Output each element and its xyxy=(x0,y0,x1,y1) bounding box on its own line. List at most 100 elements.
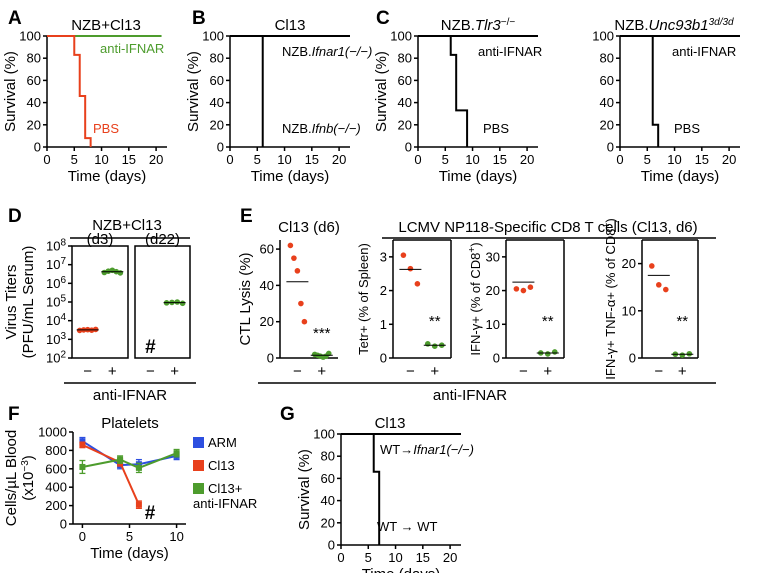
panel-c1-ytick-label: 60 xyxy=(398,73,412,88)
panel-c1-label-pbs: PBS xyxy=(483,121,509,136)
panel-c2-ytick-label: 80 xyxy=(600,51,614,66)
panel-f-point xyxy=(135,464,142,471)
panel-letter-g: G xyxy=(280,404,295,425)
panel-a-xtick-label: 20 xyxy=(149,152,163,167)
panel-f-xlabel: Time (days) xyxy=(90,545,169,562)
panel-e-point xyxy=(663,286,669,293)
panel-a-ylabel: Survival (%) xyxy=(2,51,19,132)
panel-a-ytick-label: 80 xyxy=(27,51,41,66)
panel-a-ytick-label: 60 xyxy=(27,73,41,88)
panel-e-category-label: + xyxy=(430,363,439,380)
panel-d-ylabel-2: (PFU/mL Serum) xyxy=(20,246,37,359)
panel-e-point xyxy=(414,281,421,287)
panel-c2-ytick-label: 0 xyxy=(607,140,614,155)
panel-g-ytick-label: 80 xyxy=(321,449,335,464)
panel-letter-f: F xyxy=(8,404,20,425)
panel-d-hash-annotation: # xyxy=(145,337,156,358)
panel-d-category-label: − xyxy=(146,363,155,380)
panel-e-header: LCMV NP118-Specific CD8 T cells (Cl13, d… xyxy=(398,219,697,236)
panel-e-subpanel-1-ylabel: Tetr+ (% of Spleen) xyxy=(356,243,371,355)
panel-a-title: NZB+Cl13 xyxy=(71,17,141,34)
panel-e-ytick-label: 60 xyxy=(260,242,274,257)
panel-c2-xtick-label: 15 xyxy=(695,152,709,167)
panel-a-ytick-label: 40 xyxy=(27,95,41,110)
panel-e-point xyxy=(291,255,297,261)
panel-d-ytick-label: 106 xyxy=(46,274,66,291)
panel-c2-xtick-label: 5 xyxy=(644,152,651,167)
panel-d-subpanel-0-frame xyxy=(71,245,129,359)
panel-g-title: Cl13 xyxy=(375,415,406,432)
panel-e-significance: ** xyxy=(542,313,554,330)
panel-g-ytick-label: 0 xyxy=(328,538,335,553)
panel-e-category-label: + xyxy=(317,363,326,380)
panel-e-ytick-label: 30 xyxy=(486,249,500,264)
panel-letter-d: D xyxy=(8,206,22,227)
panel-f-legend-swatch-0 xyxy=(193,437,204,448)
panel-c2-xlabel: Time (days) xyxy=(641,168,720,185)
panel-f-legend-arm: ARM xyxy=(208,435,237,450)
panel-e-ytick-label: 10 xyxy=(622,303,636,318)
panel-f-legend-swatch-1 xyxy=(193,460,204,471)
panel-e-ytick-label: 2 xyxy=(380,283,387,298)
panel-e-significance: ** xyxy=(676,313,688,330)
panel-f-point xyxy=(79,463,86,470)
panel-e-xlabel: anti-IFNAR xyxy=(433,387,507,404)
panel-g-xtick-label: 0 xyxy=(337,550,344,565)
panel-b-ytick-label: 100 xyxy=(202,29,224,44)
panel-g-ylabel: Survival (%) xyxy=(296,449,313,530)
panel-f-series-1-line xyxy=(81,443,140,506)
panel-d-point xyxy=(179,300,186,307)
panel-f-ytick-label: 200 xyxy=(45,498,67,513)
panel-d-ytick-label: 108 xyxy=(46,237,66,254)
panel-d-xlabel: anti-IFNAR xyxy=(93,387,167,404)
panel-e-ytick-label: 0 xyxy=(629,351,636,366)
panel-d-category-label: + xyxy=(170,363,179,380)
panel-f-legend-cl13-plus: Cl13+ xyxy=(208,481,242,496)
panel-e-ytick-label: 0 xyxy=(380,351,387,366)
panel-b-ytick-label: 60 xyxy=(210,73,224,88)
panel-d-category-label: − xyxy=(83,363,92,380)
panel-a-xlabel: Time (days) xyxy=(68,168,147,185)
panel-c1-xtick-label: 20 xyxy=(520,152,534,167)
panel-f-point xyxy=(135,501,142,508)
panel-e-point xyxy=(513,286,520,292)
panel-e-category-label: − xyxy=(406,363,415,380)
panel-b-series-1-line xyxy=(230,35,264,147)
panel-e-point xyxy=(649,263,655,269)
panel-e-category-label: − xyxy=(654,363,663,380)
panel-g-xtick-label: 10 xyxy=(388,550,402,565)
panel-g-label-wt-ifnar1: WT→Ifnar1(−/−) xyxy=(380,442,474,457)
panel-e-point xyxy=(520,287,527,294)
panel-c1-ytick-label: 100 xyxy=(390,29,412,44)
panel-e-point xyxy=(431,343,438,350)
panel-g-ytick-label: 60 xyxy=(321,471,335,486)
panel-e-subpanel-3-ylabel: IFN-γ+ TNF-α+ (% of CD8+) xyxy=(602,218,619,379)
panel-f-hash-annotation: # xyxy=(145,503,156,524)
panel-e-category-label: + xyxy=(543,363,552,380)
panel-b-ylabel: Survival (%) xyxy=(185,51,202,132)
panel-c2-title: NZB.Unc93b13d/3d xyxy=(614,17,734,35)
panel-f-ytick-label: 400 xyxy=(45,480,67,495)
panel-e-category-label: − xyxy=(519,363,528,380)
panel-f-ytick-label: 0 xyxy=(60,517,67,532)
panel-f-point xyxy=(117,456,124,463)
panel-g-xlabel: Time (days) xyxy=(362,566,441,573)
panel-e-point xyxy=(301,318,308,325)
panel-e-point xyxy=(527,284,534,291)
panel-d-ytick-label: 104 xyxy=(46,312,66,329)
panel-e-significance: ** xyxy=(429,313,441,330)
panel-a-xtick-label: 15 xyxy=(122,152,136,167)
panel-g-xtick-label: 5 xyxy=(365,550,372,565)
panel-c1-series-1-line xyxy=(418,35,469,147)
panel-c2-xtick-label: 10 xyxy=(667,152,681,167)
panel-c2-ytick-label: 20 xyxy=(600,117,614,132)
panel-d-point xyxy=(174,299,181,305)
panel-c1-xtick-label: 0 xyxy=(414,152,421,167)
panel-g-series-1-line xyxy=(341,433,381,545)
panel-c2-ytick-label: 100 xyxy=(592,29,614,44)
panel-a-series-label-anti-ifnar: anti-IFNAR xyxy=(100,41,164,56)
panel-a-ytick-label: 0 xyxy=(34,140,41,155)
panel-e-ytick-label: 0 xyxy=(493,351,500,366)
panel-e-ytick-label: 20 xyxy=(260,314,274,329)
panel-e-ytick-label: 1 xyxy=(380,317,387,332)
